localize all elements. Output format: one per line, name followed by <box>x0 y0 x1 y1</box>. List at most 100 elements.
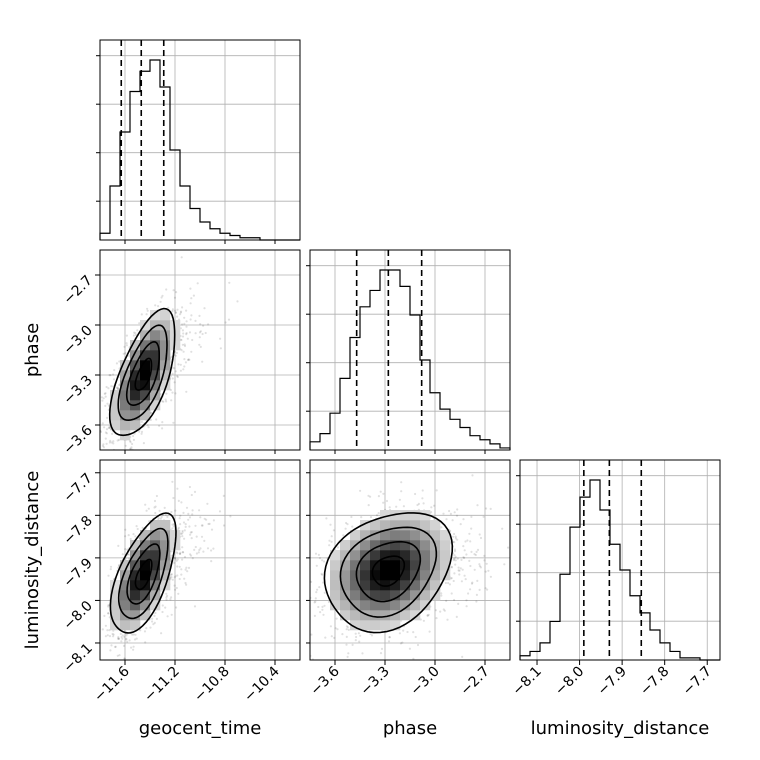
scatter-point <box>387 640 391 643</box>
density-cell <box>140 340 151 351</box>
scatter-point <box>132 633 135 636</box>
scatter-point <box>450 592 453 595</box>
scatter-point <box>133 638 137 641</box>
scatter-point <box>116 439 119 442</box>
density-cell <box>380 600 391 611</box>
density-cell <box>380 620 391 631</box>
density-cell <box>330 590 341 601</box>
scatter-point <box>478 565 481 568</box>
scatter-point <box>327 600 330 604</box>
scatter-point <box>152 623 155 626</box>
scatter-point <box>357 632 360 635</box>
scatter-point <box>176 315 179 318</box>
scatter-point <box>181 343 184 346</box>
scatter-point <box>157 305 160 308</box>
scatter-point <box>153 506 156 509</box>
scatter-point <box>170 550 173 553</box>
scatter-point <box>456 538 459 541</box>
scatter-point <box>187 566 191 570</box>
scatter-point <box>321 573 324 576</box>
scatter-point <box>179 327 182 330</box>
scatter-point <box>382 492 385 495</box>
scatter-point <box>202 324 205 327</box>
scatter-point <box>453 598 456 602</box>
density-cell <box>400 510 411 521</box>
scatter-point <box>341 633 344 636</box>
density-cell <box>410 510 421 521</box>
scatter-point <box>90 489 92 491</box>
scatter-point <box>470 515 473 519</box>
scatter-point <box>185 320 188 323</box>
scatter-point <box>154 511 157 515</box>
scatter-point <box>105 442 108 445</box>
scatter-point <box>170 613 173 616</box>
density-cell <box>140 350 151 361</box>
scatter-point <box>195 552 198 555</box>
scatter-point <box>375 514 379 517</box>
scatter-point <box>194 319 197 322</box>
density-cell <box>120 590 131 601</box>
x-tick-label: −7.8 <box>637 664 672 699</box>
scatter-point <box>101 422 104 425</box>
scatter-point <box>129 537 132 541</box>
y-axis-label: phase <box>22 323 43 377</box>
scatter-point <box>314 600 317 603</box>
scatter-point <box>140 432 143 435</box>
scatter-point <box>197 551 200 554</box>
scatter-point <box>170 554 173 558</box>
scatter-point <box>185 325 188 328</box>
scatter-point <box>473 553 476 556</box>
scatter-point <box>185 309 188 312</box>
x-tick-label: −11.2 <box>141 664 183 706</box>
scatter-point <box>114 645 117 649</box>
joint-content <box>303 474 510 660</box>
scatter-point <box>154 611 157 615</box>
scatter-point <box>179 311 182 314</box>
x-tick-label: −8.1 <box>509 664 544 699</box>
scatter-point <box>166 615 169 618</box>
scatter-point <box>318 557 322 560</box>
scatter-point <box>115 386 118 389</box>
density-cell <box>380 530 391 541</box>
density-cell <box>110 390 121 401</box>
scatter-point <box>345 635 348 639</box>
density-cell <box>400 550 411 561</box>
scatter-point <box>184 523 187 526</box>
density-cell <box>390 610 401 621</box>
scatter-point <box>320 572 323 576</box>
scatter-point <box>107 612 110 615</box>
density-cell <box>360 610 371 621</box>
scatter-point <box>100 430 103 433</box>
x-tick-label: −2.7 <box>457 664 492 699</box>
scatter-point <box>124 352 127 355</box>
density-cell <box>350 530 361 541</box>
density-cell <box>130 620 141 631</box>
scatter-point <box>171 308 174 311</box>
scatter-point <box>181 306 184 309</box>
scatter-point <box>462 545 465 548</box>
scatter-point <box>317 605 320 609</box>
scatter-point <box>354 639 357 642</box>
scatter-point <box>444 581 447 585</box>
scatter-point <box>330 535 333 538</box>
scatter-point <box>453 511 456 514</box>
scatter-point <box>461 655 464 659</box>
scatter-point <box>117 636 120 639</box>
scatter-point <box>442 512 445 515</box>
scatter-point <box>189 318 192 321</box>
scatter-point <box>198 331 202 334</box>
scatter-point <box>177 363 180 366</box>
marginal-panel-geocent_time <box>96 39 301 241</box>
scatter-point <box>454 559 457 562</box>
scatter-point <box>303 585 305 587</box>
scatter-point <box>134 480 136 482</box>
scatter-point <box>199 330 202 333</box>
scatter-point <box>190 297 193 300</box>
density-cell <box>350 560 361 571</box>
scatter-point <box>183 358 186 361</box>
scatter-point <box>189 533 192 536</box>
scatter-point <box>354 632 357 635</box>
density-cell <box>340 570 351 581</box>
scatter-point <box>194 332 197 335</box>
scatter-point <box>99 663 101 665</box>
